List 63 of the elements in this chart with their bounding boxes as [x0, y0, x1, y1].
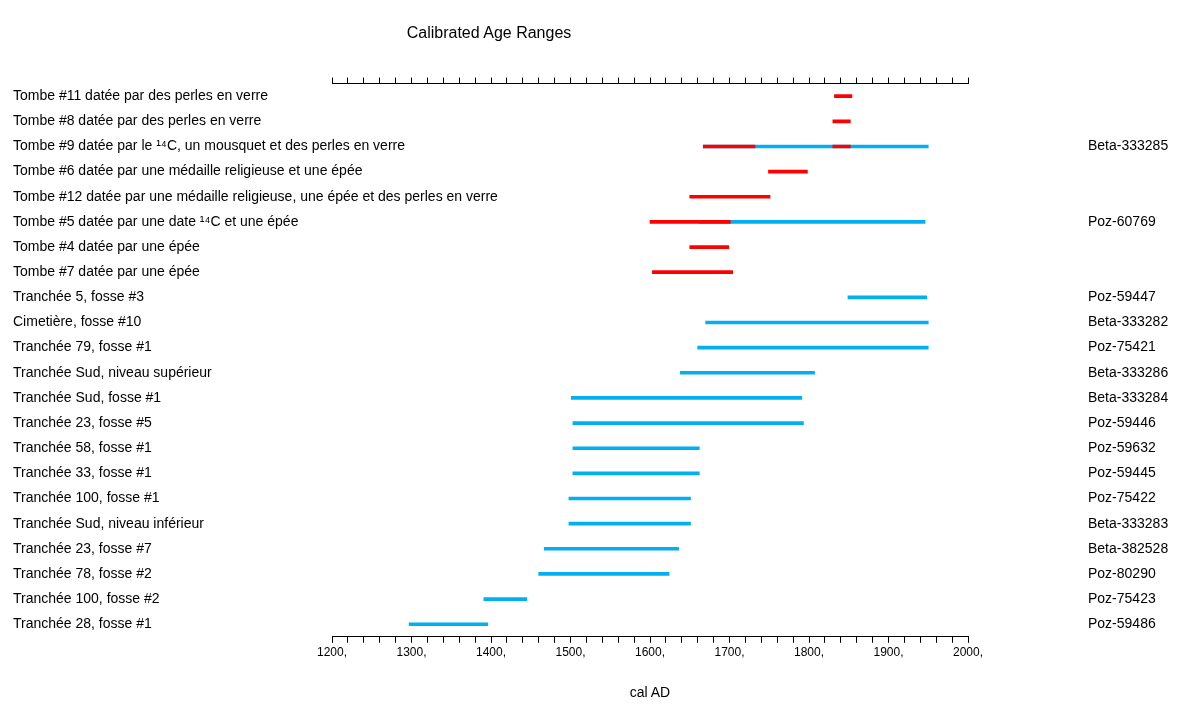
- y-tick-label: Tranchée 100, fosse #1: [13, 489, 160, 506]
- y-tick-label: Tranchée 23, fosse #5: [13, 413, 152, 430]
- bar: [572, 421, 804, 425]
- y-tick-label: Tranchée 23, fosse #7: [13, 539, 152, 556]
- y-tick-label: Tombe #9 datée par le ¹⁴C, un mousquet et des perles en verre: [13, 137, 406, 154]
- y-tick-label: Tranchée 28, fosse #1: [13, 615, 152, 632]
- y-tick-label: Tranchée 78, fosse #2: [13, 564, 152, 581]
- y2-tick-label: Beta-333282: [1088, 313, 1169, 330]
- bar: [408, 622, 489, 627]
- bar: [649, 220, 731, 224]
- y2-tick-label: Poz-59446: [1088, 413, 1156, 430]
- y2-tick-label: Poz-75422: [1088, 489, 1156, 506]
- y-tick-label: Tombe #11 datée par des perles en verre: [13, 87, 269, 104]
- y2-tick-label: Poz-59445: [1088, 464, 1156, 481]
- y2-tick-label: Beta-333286: [1088, 363, 1169, 380]
- x-tick-label: 1900,: [873, 645, 904, 660]
- y-tick-label: Tombe #8 datée par des perles en verre: [13, 112, 262, 129]
- x-tick-label: 1200,: [316, 645, 348, 660]
- y2-tick-label: Poz-80290: [1088, 564, 1156, 581]
- x-tick-label: 1600,: [634, 645, 666, 660]
- y-tick-label: Tranchée Sud, niveau inférieur: [13, 514, 205, 531]
- x-tick-label: 1400,: [475, 645, 507, 660]
- y2-tick-label: Poz-60769: [1088, 212, 1156, 229]
- y-tick-label: Tombe #7 datée par une épée: [13, 263, 201, 280]
- y-tick-label: Tranchée Sud, niveau supérieur: [13, 363, 213, 380]
- x-axis-title: cal AD: [629, 684, 671, 701]
- bar: [689, 245, 730, 249]
- bar: [652, 270, 734, 275]
- y2-tick-label: Beta-382528: [1088, 539, 1169, 556]
- y2-tick-label: Poz-75421: [1088, 338, 1156, 355]
- x-tick-label: 1500,: [555, 645, 586, 660]
- chart-title: Calibrated Age Ranges: [406, 24, 572, 42]
- y2-tick-label: Poz-59632: [1088, 439, 1156, 456]
- y-tick-label: Tombe #4 datée par une épée: [13, 237, 201, 254]
- y-tick-label: Tombe #6 datée par une médaille religieuse et une épée: [13, 162, 363, 179]
- y-tick-label: Tranchée Sud, fosse #1: [13, 388, 162, 405]
- y-tick-label: Tranchée 79, fosse #1: [13, 338, 152, 355]
- y2-tick-label: Beta-333283: [1088, 514, 1169, 531]
- y-tick-label: Tranchée 100, fosse #2: [13, 589, 160, 606]
- y-tick-label: Cimetière, fosse #10: [13, 313, 142, 330]
- bar: [572, 446, 700, 451]
- y2-tick-label: Poz-59486: [1088, 615, 1156, 632]
- y2-tick-label: Beta-333284: [1088, 388, 1169, 405]
- y-tick-label: Tombe #12 datée par une médaille religieuse, une épée et des perles en verre: [13, 187, 499, 204]
- x-tick-label: 1700,: [714, 645, 745, 660]
- bar: [538, 572, 670, 576]
- y2-tick-label: Beta-333285: [1088, 137, 1169, 154]
- bar: [679, 370, 815, 375]
- y2-tick-label: Poz-59447: [1088, 288, 1156, 305]
- y-tick-label: Tombe #5 datée par une date ¹⁴C et une épée: [13, 212, 299, 229]
- bar: [483, 597, 528, 601]
- bar: [834, 94, 853, 98]
- x-tick-label: 1300,: [396, 645, 427, 660]
- y-tick-label: Tranchée 33, fosse #1: [13, 464, 152, 481]
- x-tick-label: 2000,: [952, 645, 984, 660]
- y-tick-label: Tranchée 5, fosse #3: [13, 288, 145, 305]
- bar: [570, 396, 803, 400]
- x-tick-label: 1800,: [793, 645, 825, 660]
- bar: [689, 194, 771, 199]
- y-tick-label: Tranchée 58, fosse #1: [13, 439, 152, 456]
- bar: [543, 546, 679, 551]
- bar: [832, 119, 851, 124]
- y2-tick-label: Poz-75423: [1088, 589, 1156, 606]
